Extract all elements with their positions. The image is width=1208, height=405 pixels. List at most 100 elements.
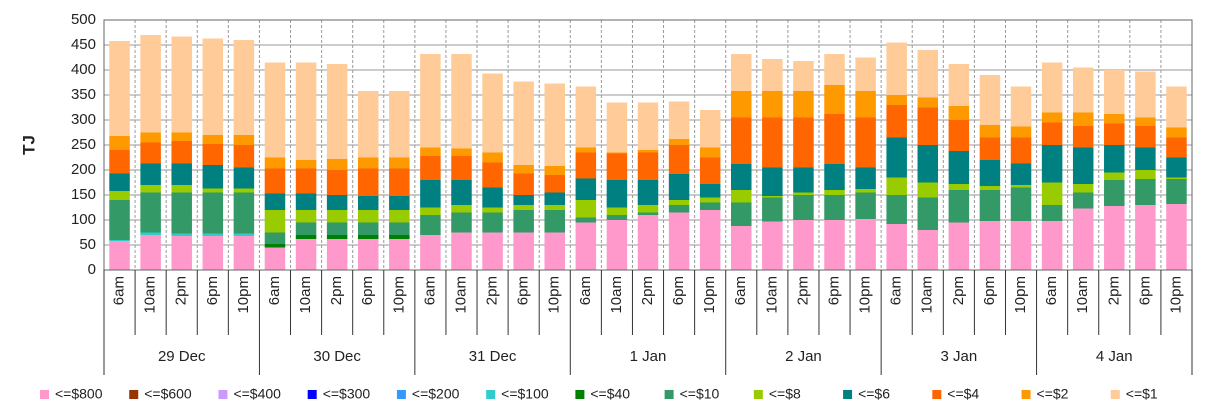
bar-segment [1135,71,1156,118]
x-tick-label: 2pm [794,276,811,305]
x-tick-label: 6am [1043,276,1060,305]
bar-segment [793,61,814,91]
bar-segment [917,197,939,230]
bar-segment [1041,145,1063,183]
bar-segment [295,168,317,194]
bar-segment [1104,180,1125,206]
bar-segment [1135,126,1156,148]
bar-segment [606,180,628,208]
bar-segment [699,157,721,184]
bar-segment [1135,205,1156,270]
bar-segment [948,120,970,151]
bar-segment [793,192,814,195]
bar-segment [171,132,192,141]
bar-segment [202,192,224,234]
bar-segment [264,193,286,210]
bar-segment [886,224,907,270]
bar-segment [544,232,566,270]
bar-segment [917,182,939,198]
bar-segment [233,40,255,135]
group-label: 31 Dec [469,348,517,365]
bar-segment [544,210,566,233]
bar-segment [109,41,130,136]
legend-label: <=$40 [590,386,630,402]
bar-segment [1072,67,1094,113]
bar-segment [793,91,814,118]
bar-segment [886,195,907,224]
bar-segment [793,117,814,168]
bar-segment [451,148,472,156]
bar-segment [451,205,472,213]
bar-segment [824,190,845,195]
bar-segment [762,91,783,118]
bar-segment [886,177,907,195]
bar-segment [855,189,876,193]
legend-swatch [843,390,853,399]
bar-segment [730,54,752,91]
legend-label: <=$200 [412,386,460,402]
legend-swatch [486,390,496,399]
bar-segment [140,235,161,270]
bar-segment [140,132,161,143]
bar-segment [171,233,192,236]
bar-segment [171,141,192,164]
bar-segment [1041,221,1063,270]
bar-segment [730,164,752,190]
bar-segment [1072,184,1094,193]
bar-segment [637,102,659,150]
bar-segment [886,105,907,138]
y-tick-label: 100 [71,211,96,228]
bar-segment [109,173,130,191]
group-label: 1 Jan [630,348,667,365]
legend-swatch [396,390,406,399]
bar-segment [637,205,659,213]
bar-segment [855,167,876,189]
bar-segment [513,232,534,270]
bar-segment [202,144,224,165]
bar-segment [357,196,379,210]
bar-segment [326,64,348,159]
x-tick-label: 10am [919,276,936,314]
bar-segment [451,54,472,149]
bar-segment [979,125,1001,138]
bar-segment [233,135,255,145]
bar-segment [793,220,814,270]
bar-segment [948,184,970,190]
bar-segment [171,185,192,193]
bar-segment [202,236,224,270]
plot-frame [103,19,1193,271]
bar-segment [886,42,907,95]
y-tick-label: 400 [71,61,96,78]
bar-segment [1041,62,1063,113]
legend-swatch [1110,390,1120,399]
bar-segment [917,230,939,270]
x-tick-label: 6pm [670,276,687,305]
bar-segment [513,205,534,210]
bar-segment [979,186,1001,190]
x-tick-label: 10pm [546,276,563,314]
y-tick-label: 150 [71,186,96,203]
y-axis-label: TJ [19,135,38,155]
legend-label: <=$400 [233,386,281,402]
bar-segment [699,147,721,158]
bar-segment [1166,86,1187,128]
x-tick-label: 6pm [359,276,376,305]
bar-segment [482,212,503,233]
bar-segment [824,85,845,114]
y-tick-label: 50 [79,236,96,253]
bar-segment [140,185,161,193]
bar-segment [1041,205,1063,221]
x-tick-label: 10am [452,276,469,314]
bar-segment [575,152,597,179]
bar-segment [1041,182,1063,205]
bar-segment [668,212,690,270]
bar-segment [389,235,410,239]
bar-segment [109,240,130,241]
bar-segment [109,200,130,240]
bar-segment [668,205,690,213]
bar-segment [544,205,566,210]
bar-segment [295,62,317,160]
legend-swatch [129,390,139,399]
legend-label: <=$100 [501,386,549,402]
